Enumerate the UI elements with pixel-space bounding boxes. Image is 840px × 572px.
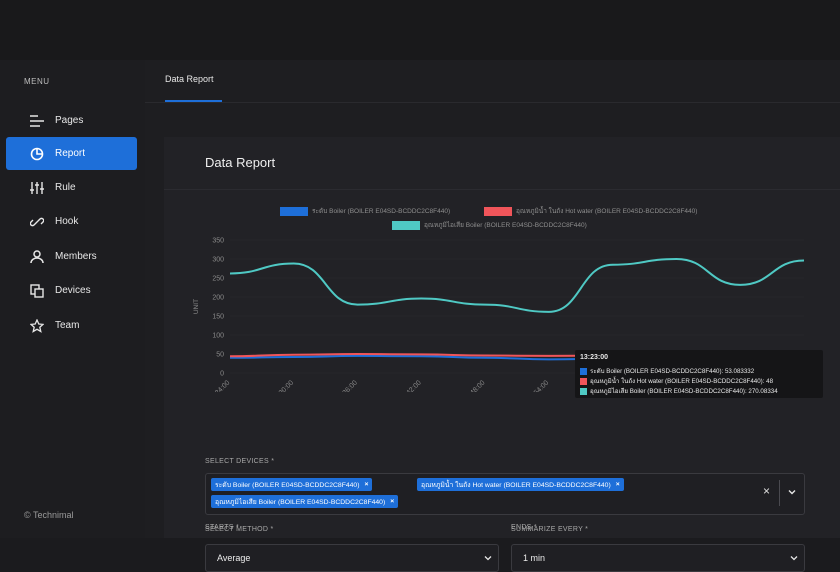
y-tick-label: 0 bbox=[220, 371, 224, 378]
devices-icon bbox=[28, 282, 46, 300]
ends-label: ENDS * bbox=[511, 524, 537, 531]
chip-label: อุณหภูมิไอเสีย Boiler (BOILER E04SD-BCDD… bbox=[215, 499, 386, 506]
card-divider bbox=[164, 189, 840, 190]
select-method-label: SELECT METHOD * bbox=[205, 526, 274, 533]
select-devices-input[interactable]: ระดับ Boiler (BOILER E04SD-BCDDC2C8F440)… bbox=[205, 473, 805, 515]
summarize-every-dropdown[interactable]: 1 min bbox=[511, 544, 805, 572]
legend-swatch bbox=[280, 206, 308, 216]
device-chip[interactable]: ระดับ Boiler (BOILER E04SD-BCDDC2C8F440)… bbox=[211, 478, 373, 491]
chevron-down-icon bbox=[484, 556, 492, 561]
sidebar-item-label: Report bbox=[55, 148, 86, 159]
select-devices-label: SELECT DEVICES * bbox=[205, 458, 275, 465]
tab-bar: Data Report bbox=[145, 60, 840, 103]
sidebar-item-label: Team bbox=[55, 320, 80, 331]
sidebar-item-label: Rule bbox=[55, 182, 76, 193]
starts-label: STARTS * bbox=[205, 524, 240, 531]
chip-remove-icon[interactable]: × bbox=[364, 481, 369, 488]
y-tick-label: 100 bbox=[212, 333, 224, 340]
y-tick-label: 250 bbox=[212, 276, 224, 283]
tooltip-row: อุณหภูมิไอเสีย Boiler (BOILER E04SD-BCDD… bbox=[580, 386, 778, 396]
report-icon bbox=[28, 145, 46, 163]
sidebar: MENU Pages Report Rule Hook Members bbox=[0, 60, 145, 538]
sidebar-item-pages[interactable]: Pages bbox=[6, 104, 137, 137]
y-axis-label: UNIT bbox=[193, 299, 200, 314]
summarize-every-value: 1 min bbox=[523, 553, 546, 563]
tooltip-row: อุณหภูมิน้ำ ในถัง Hot water (BOILER E04S… bbox=[580, 376, 773, 386]
menu-label: MENU bbox=[24, 77, 50, 86]
tooltip-row: ระดับ Boiler (BOILER E04SD-BCDDC2C8F440)… bbox=[580, 366, 754, 376]
sidebar-item-rule[interactable]: Rule bbox=[6, 171, 137, 204]
sidebar-item-team[interactable]: Team bbox=[6, 309, 137, 342]
sidebar-item-label: Devices bbox=[55, 285, 91, 296]
x-tick-label: 12:54:00 bbox=[526, 379, 550, 392]
rule-icon bbox=[28, 179, 46, 197]
tab-data-report[interactable]: Data Report bbox=[165, 74, 214, 84]
tooltip-swatch bbox=[580, 367, 587, 375]
sidebar-item-label: Members bbox=[55, 251, 97, 262]
select-method-value: Average bbox=[217, 553, 251, 563]
legend-swatch bbox=[392, 220, 420, 230]
hook-icon bbox=[28, 213, 46, 231]
y-tick-label: 200 bbox=[212, 295, 224, 302]
sidebar-item-devices[interactable]: Devices bbox=[6, 274, 137, 307]
chip-label: อุณหภูมิน้ำ ในถัง Hot water (BOILER E04S… bbox=[421, 482, 611, 489]
sidebar-item-report[interactable]: Report bbox=[6, 137, 137, 170]
main-area: Data Report Data Report ระดับ Boiler (BO… bbox=[145, 60, 840, 572]
report-card: Data Report ระดับ Boiler (BOILER E04SD-B… bbox=[164, 137, 840, 538]
sidebar-item-label: Hook bbox=[55, 216, 79, 227]
x-tick-label: 12:36:00 bbox=[335, 379, 359, 392]
device-chip[interactable]: อุณหภูมิน้ำ ในถัง Hot water (BOILER E04S… bbox=[417, 478, 624, 491]
tooltip-title: 13:23:00 bbox=[580, 354, 609, 361]
copyright: © Technimal bbox=[24, 510, 74, 520]
tooltip-text: ระดับ Boiler (BOILER E04SD-BCDDC2C8F440)… bbox=[590, 368, 755, 375]
y-tick-label: 150 bbox=[212, 314, 224, 321]
chip-remove-icon[interactable]: × bbox=[390, 498, 395, 505]
sidebar-item-members[interactable]: Members bbox=[6, 240, 137, 273]
legend-label: อุณหภูมิน้ำ ในถัง Hot water (BOILER E04S… bbox=[516, 208, 698, 215]
active-tab-indicator bbox=[165, 100, 222, 102]
chart-tooltip: 13:23:00 ระดับ Boiler (BOILER E04SD-BCDD… bbox=[575, 350, 823, 398]
legend-item-series-1[interactable]: ระดับ Boiler (BOILER E04SD-BCDDC2C8F440) bbox=[280, 206, 450, 216]
device-chip[interactable]: อุณหภูมิไอเสีย Boiler (BOILER E04SD-BCDD… bbox=[211, 495, 399, 508]
chip-remove-icon[interactable]: × bbox=[615, 481, 620, 488]
clear-selection-icon[interactable]: × bbox=[763, 484, 771, 498]
x-tick-label: 12:42:00 bbox=[399, 379, 423, 392]
legend-label: อุณหภูมิไอเสีย Boiler (BOILER E04SD-BCDD… bbox=[424, 222, 587, 229]
pages-icon bbox=[28, 112, 46, 130]
x-tick-label: 12:24:00 bbox=[207, 379, 231, 392]
tooltip-swatch bbox=[580, 377, 587, 385]
series-line-3 bbox=[229, 257, 805, 313]
legend-label: ระดับ Boiler (BOILER E04SD-BCDDC2C8F440) bbox=[312, 208, 451, 215]
members-icon bbox=[28, 248, 46, 266]
sidebar-item-hook[interactable]: Hook bbox=[6, 205, 137, 238]
legend-swatch bbox=[484, 206, 512, 216]
x-tick-label: 12:30:00 bbox=[271, 379, 295, 392]
select-separator bbox=[779, 480, 780, 506]
chevron-down-icon[interactable] bbox=[786, 486, 798, 498]
sidebar-item-label: Pages bbox=[55, 115, 84, 126]
team-icon bbox=[28, 317, 46, 335]
legend-item-series-2[interactable]: อุณหภูมิน้ำ ในถัง Hot water (BOILER E04S… bbox=[484, 206, 697, 216]
chip-label: ระดับ Boiler (BOILER E04SD-BCDDC2C8F440) bbox=[215, 482, 360, 489]
chevron-down-icon bbox=[790, 556, 798, 561]
page-title: Data Report bbox=[205, 155, 276, 170]
tooltip-text: อุณหภูมิไอเสีย Boiler (BOILER E04SD-BCDD… bbox=[590, 388, 778, 395]
y-tick-label: 50 bbox=[216, 352, 224, 359]
summarize-every-label: SUMMARIZE EVERY * bbox=[511, 526, 589, 533]
x-tick-label: 12:48:00 bbox=[462, 379, 486, 392]
top-bar bbox=[0, 0, 840, 60]
legend-item-series-3[interactable]: อุณหภูมิไอเสีย Boiler (BOILER E04SD-BCDD… bbox=[392, 220, 587, 230]
tooltip-swatch bbox=[580, 387, 587, 395]
select-method-dropdown[interactable]: Average bbox=[205, 544, 499, 572]
y-tick-label: 300 bbox=[212, 257, 224, 264]
tooltip-text: อุณหภูมิน้ำ ในถัง Hot water (BOILER E04S… bbox=[590, 378, 774, 385]
y-tick-label: 350 bbox=[212, 238, 224, 245]
